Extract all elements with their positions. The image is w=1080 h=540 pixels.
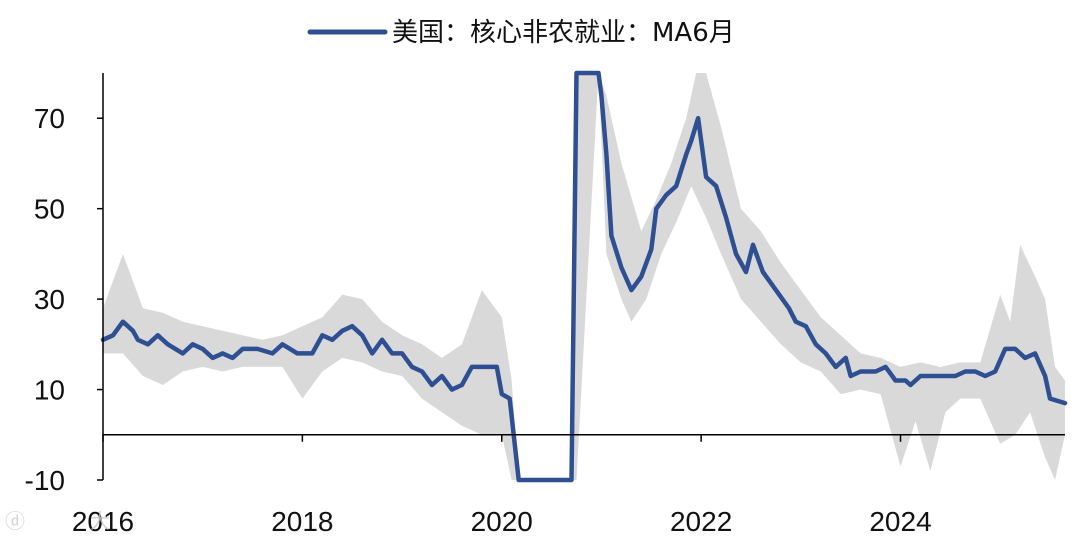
y-tick-label: 50: [34, 194, 65, 225]
y-tick-label: 10: [34, 375, 65, 406]
plot-area: [100, 70, 1068, 483]
x-ticks: 2016 2018 2020 2022 2024: [72, 434, 932, 537]
range-band: [103, 73, 1065, 480]
x-tick-label: 2022: [670, 506, 732, 537]
watermark-text: 大: [90, 509, 110, 533]
y-ticks: 70 50 30 10 -10: [25, 103, 103, 496]
x-tick-label: 2016: [72, 506, 134, 537]
axes: [102, 73, 1065, 480]
legend-label: 美国：核心非农就业：MA6月: [392, 18, 735, 48]
y-tick-label: 70: [34, 103, 65, 134]
watermark: ⓓ 大: [5, 509, 110, 533]
x-tick-label: 2024: [869, 506, 931, 537]
x-tick-label: 2018: [271, 506, 333, 537]
x-tick-label: 2020: [471, 506, 533, 537]
series-line: [100, 70, 1068, 483]
y-tick-label: -10: [25, 465, 65, 496]
watermark-icon: ⓓ: [5, 509, 25, 533]
y-tick-label: 30: [34, 284, 65, 315]
legend: 美国：核心非农就业：MA6月: [307, 18, 735, 48]
